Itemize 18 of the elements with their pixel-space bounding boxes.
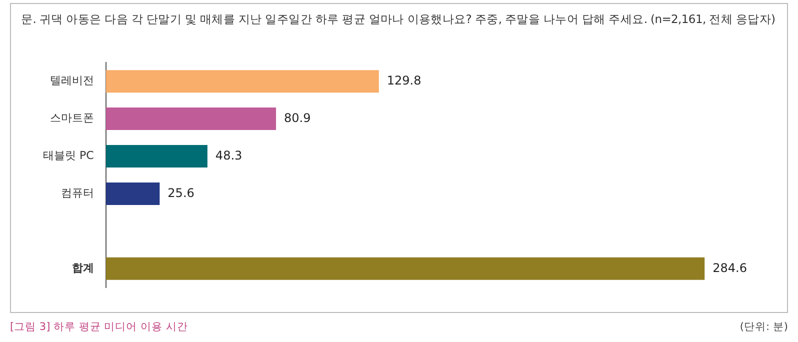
data-label: 80.9 xyxy=(284,110,311,125)
y-tick-label: 스마트폰 xyxy=(50,112,94,125)
chart-title: 문. 귀댁 아동은 다음 각 단말기 및 매체를 지난 일주일간 하루 평균 얼마나 이용했나요? 주중, 주말을 나누어 답해 주세요. (n=2,161, 전체 응답자) xyxy=(21,12,776,27)
data-label: 48.3 xyxy=(215,148,242,162)
y-tick-label: 컴퓨터 xyxy=(60,186,94,200)
data-label: 129.8 xyxy=(386,73,422,88)
y-tick-label: 태블릿 PC xyxy=(43,149,94,162)
bar xyxy=(106,108,276,130)
data-label: 25.6 xyxy=(168,186,194,200)
y-tick-label: 합계 xyxy=(72,262,94,275)
bar xyxy=(106,70,379,93)
data-label: 284.6 xyxy=(712,260,747,275)
bar xyxy=(106,182,160,205)
bar xyxy=(106,257,705,280)
text: (단위: 분) xyxy=(740,320,788,334)
text: [그림 3] 하루 평균 미디어 이용 시간 xyxy=(10,320,188,334)
y-tick-label: 텔레비전 xyxy=(50,74,94,88)
bar xyxy=(106,145,208,168)
